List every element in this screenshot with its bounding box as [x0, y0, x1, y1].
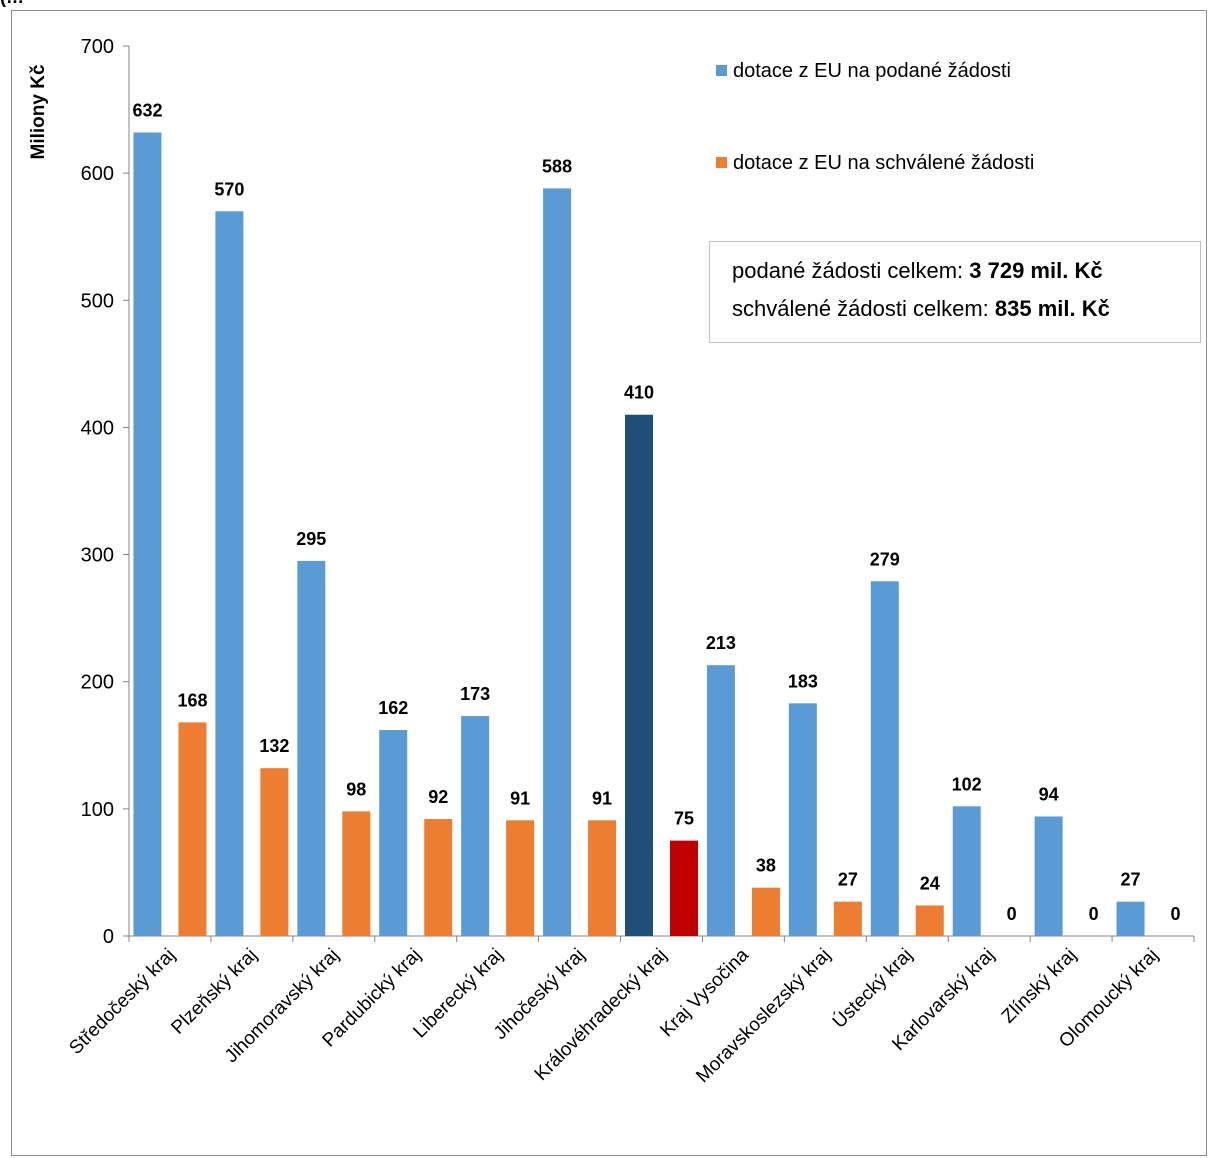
data-label: 410 — [624, 383, 654, 403]
bar-approved — [342, 811, 371, 936]
data-label: 24 — [920, 873, 940, 893]
totals-approved-value: 835 mil. Kč — [994, 296, 1110, 321]
y-tick-label: 0 — [103, 926, 114, 948]
bar-approved — [260, 768, 289, 936]
bar-submitted — [706, 665, 735, 936]
x-tick-label: Ústecký kraj — [828, 944, 917, 1033]
bar-approved — [424, 819, 453, 936]
data-label: 588 — [542, 156, 572, 176]
data-label: 0 — [1089, 904, 1099, 924]
data-label: 295 — [296, 529, 326, 549]
totals-box: podané žádosti celkem: 3 729 mil. Kč sch… — [709, 241, 1201, 343]
data-label: 27 — [1121, 870, 1141, 890]
legend-item-submitted: dotace z EU na podané žádosti — [716, 60, 1011, 83]
data-label: 173 — [460, 684, 490, 704]
bar-submitted — [870, 581, 899, 936]
y-axis-title: Miliony Kč — [28, 64, 49, 159]
bar-approved — [915, 905, 944, 936]
x-tick-label: Královéhradecký kraj — [531, 945, 671, 1085]
chart-frame — [11, 10, 1207, 1156]
x-tick-label: Středočeský kraj — [65, 945, 179, 1059]
corner-caption: (… — [0, 0, 24, 8]
bar-approved — [178, 722, 207, 936]
bar-submitted — [133, 132, 162, 936]
data-label: 183 — [788, 671, 818, 691]
data-label: 168 — [177, 690, 207, 710]
bar-submitted — [1034, 816, 1063, 936]
bar-submitted — [1116, 901, 1145, 936]
data-label: 92 — [428, 787, 448, 807]
y-axis: 0 100 200 300 400 500 600 700 — [81, 36, 130, 948]
data-label: 102 — [952, 774, 982, 794]
totals-approved-label: schválené žádosti celkem: — [732, 296, 989, 321]
data-label: 132 — [259, 736, 289, 756]
data-label: 570 — [214, 179, 244, 199]
x-tick-label: Moravskoslezský kraj — [692, 945, 835, 1088]
legend-label-submitted: dotace z EU na podané žádosti — [733, 60, 1011, 82]
y-tick-label: 600 — [81, 163, 114, 185]
bar-approved — [588, 820, 617, 936]
data-label: 27 — [838, 870, 858, 890]
data-label: 0 — [1171, 904, 1181, 924]
data-label: 279 — [870, 549, 900, 569]
data-label: 94 — [1039, 784, 1059, 804]
data-label: 213 — [706, 633, 736, 653]
legend-swatch-approved — [716, 157, 727, 168]
totals-approved: schválené žádosti celkem: 835 mil. Kč — [732, 296, 1110, 322]
bar-approved — [670, 840, 698, 936]
data-label: 162 — [378, 698, 408, 718]
y-tick-label: 300 — [81, 545, 114, 567]
y-tick-label: 700 — [81, 36, 114, 58]
y-tick-label: 400 — [81, 417, 114, 439]
x-tick-label: Zlínský kraj — [998, 945, 1081, 1028]
data-label: 98 — [346, 779, 366, 799]
legend-swatch-submitted — [716, 65, 727, 76]
y-tick-label: 100 — [81, 799, 114, 821]
y-tick-label: 500 — [81, 290, 114, 312]
totals-submitted: podané žádosti celkem: 3 729 mil. Kč — [732, 258, 1103, 284]
totals-submitted-value: 3 729 mil. Kč — [969, 258, 1103, 283]
bar-submitted — [543, 188, 572, 936]
data-label: 38 — [756, 856, 776, 876]
bar-submitted — [297, 560, 326, 936]
data-label: 91 — [592, 788, 612, 808]
data-label: 75 — [674, 809, 694, 829]
legend-label-approved: dotace z EU na schválené žádosti — [733, 152, 1035, 174]
data-labels: 632 570 295 162 173 588 410 213 183 279 102 94 27 168… — [132, 100, 1180, 924]
data-label: 91 — [510, 788, 530, 808]
data-label: 632 — [132, 100, 162, 120]
bar-approved — [751, 887, 780, 936]
bar-submitted — [952, 806, 981, 936]
bar-approved — [506, 820, 535, 936]
data-label: 0 — [1007, 904, 1017, 924]
bar-approved — [833, 901, 862, 936]
bar-submitted — [788, 703, 817, 936]
bars — [133, 132, 1145, 937]
legend-item-approved: dotace z EU na schválené žádosti — [716, 152, 1034, 175]
bar-submitted — [625, 414, 653, 936]
y-tick-label: 200 — [81, 672, 114, 694]
totals-submitted-label: podané žádosti celkem: — [732, 258, 964, 283]
bar-submitted — [215, 211, 244, 937]
bar-submitted — [379, 730, 408, 936]
bar-submitted — [461, 716, 490, 936]
